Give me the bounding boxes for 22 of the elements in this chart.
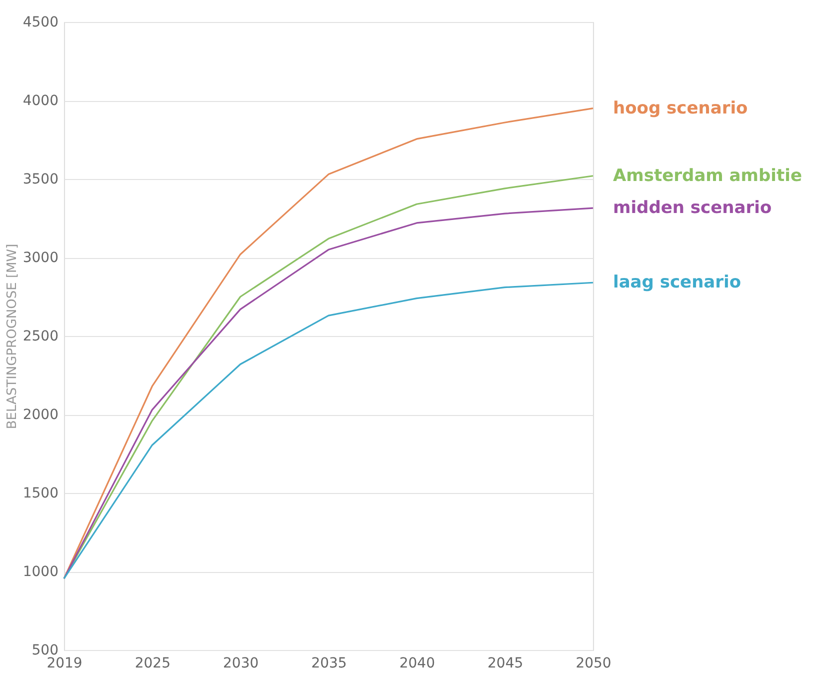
y-tick-label: 2500 — [22, 328, 58, 344]
series-label: hoog scenario — [613, 98, 748, 118]
y-tick-label: 4500 — [22, 14, 58, 30]
series-label: laag scenario — [613, 272, 742, 293]
y-tick-label: 3000 — [22, 250, 58, 266]
y-tick-label: 1000 — [22, 564, 58, 580]
y-tick-label: 2000 — [22, 407, 58, 423]
y-tick-label: 500 — [32, 642, 58, 658]
y-tick-label: 4000 — [22, 93, 58, 109]
y-tick-label: 1500 — [22, 486, 58, 502]
series-label: midden scenario — [613, 198, 772, 218]
x-tick-label: 2045 — [488, 656, 524, 672]
x-tick-label: 2030 — [223, 656, 259, 672]
x-tick-label: 2019 — [46, 656, 82, 672]
x-tick-label: 2050 — [576, 656, 612, 672]
x-tick-label: 2025 — [134, 656, 170, 672]
x-tick-label: 2035 — [311, 656, 347, 672]
line-series — [63, 282, 594, 580]
y-axis-title: BELASTINGPROGNOSE [MW] — [4, 244, 20, 430]
series-label: Amsterdam ambitie — [613, 166, 802, 186]
x-tick-label: 2040 — [399, 656, 435, 672]
y-tick-label: 3500 — [22, 172, 58, 188]
